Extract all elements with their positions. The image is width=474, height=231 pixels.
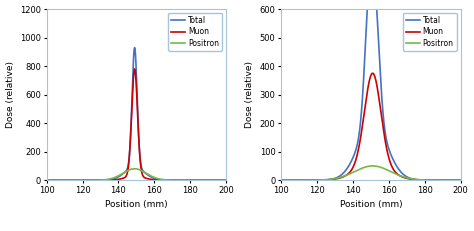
Positron	[347, 172, 353, 175]
Muon	[299, 179, 304, 182]
Positron	[220, 179, 226, 182]
Positron	[64, 179, 70, 182]
Total	[223, 179, 229, 182]
X-axis label: Position (mm): Position (mm)	[339, 200, 402, 209]
Positron	[278, 179, 284, 182]
Line: Total: Total	[46, 48, 226, 180]
Total	[120, 172, 126, 175]
Total	[220, 179, 226, 182]
Total	[201, 179, 206, 182]
Y-axis label: Dose (relative): Dose (relative)	[6, 61, 15, 128]
Total	[458, 179, 464, 182]
Total	[132, 46, 137, 49]
Positron	[44, 179, 49, 182]
Muon	[44, 179, 49, 182]
Total	[299, 179, 304, 182]
Line: Positron: Positron	[281, 166, 461, 180]
Line: Muon: Muon	[46, 69, 226, 180]
Y-axis label: Dose (relative): Dose (relative)	[245, 61, 254, 128]
Muon	[355, 151, 361, 154]
Total	[64, 179, 70, 182]
Positron	[370, 164, 375, 167]
Muon	[120, 177, 126, 179]
Positron	[435, 179, 441, 182]
Muon	[132, 68, 137, 70]
Positron	[201, 179, 206, 182]
Line: Positron: Positron	[46, 169, 226, 180]
Muon	[310, 179, 315, 182]
Muon	[223, 179, 229, 182]
Positron	[75, 179, 81, 182]
Total	[355, 141, 361, 144]
Total	[310, 179, 315, 182]
Legend: Total, Muon, Positron: Total, Muon, Positron	[168, 13, 222, 51]
Positron	[132, 167, 137, 170]
Line: Muon: Muon	[281, 73, 461, 180]
Muon	[454, 179, 460, 182]
Total	[278, 179, 284, 182]
Total	[454, 179, 460, 182]
Positron	[299, 179, 304, 182]
Muon	[458, 179, 464, 182]
Legend: Total, Muon, Positron: Total, Muon, Positron	[403, 13, 457, 51]
Total	[75, 179, 81, 182]
X-axis label: Position (mm): Position (mm)	[105, 200, 168, 209]
Muon	[220, 179, 226, 182]
Positron	[458, 179, 464, 182]
Positron	[310, 179, 315, 182]
Muon	[370, 72, 375, 75]
Positron	[355, 169, 361, 171]
Total	[113, 177, 118, 179]
Total	[44, 179, 49, 182]
Positron	[454, 179, 460, 182]
Muon	[113, 178, 118, 181]
Total	[347, 162, 353, 165]
Positron	[223, 179, 229, 182]
Muon	[435, 179, 441, 182]
Muon	[347, 171, 353, 173]
Positron	[113, 176, 118, 179]
Line: Total: Total	[281, 0, 461, 180]
Muon	[75, 179, 81, 182]
Muon	[64, 179, 70, 182]
Total	[435, 179, 441, 182]
Muon	[201, 179, 206, 182]
Muon	[278, 179, 284, 182]
Positron	[120, 172, 126, 174]
